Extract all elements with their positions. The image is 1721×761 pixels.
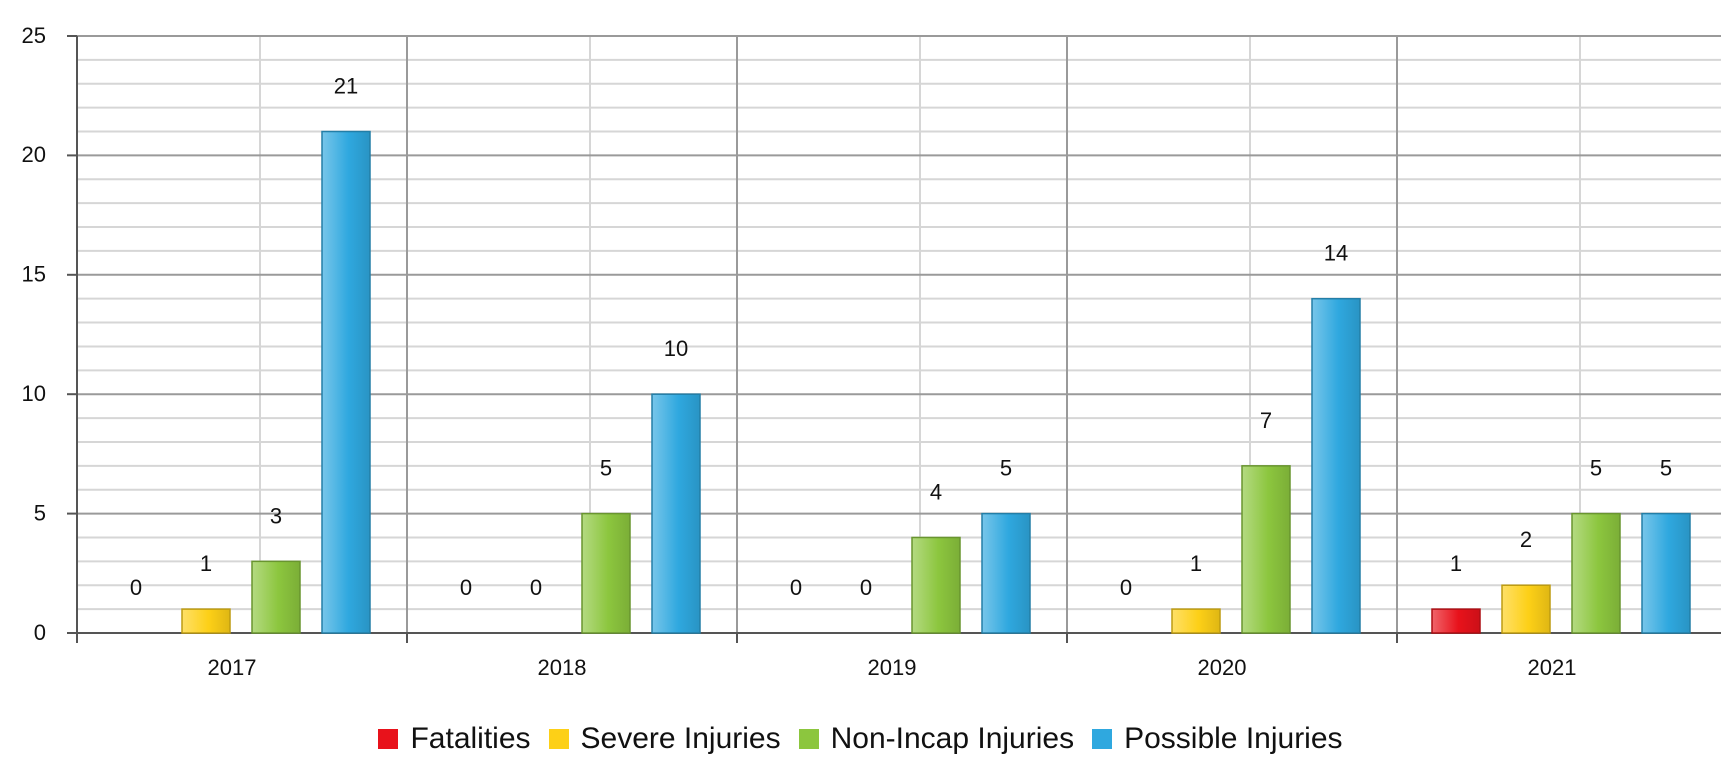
data-label: 0 (790, 575, 802, 600)
data-label: 0 (530, 575, 542, 600)
data-label: 14 (1324, 241, 1348, 266)
data-label: 5 (1590, 456, 1602, 481)
data-label: 21 (334, 74, 358, 99)
bar (911, 536, 961, 634)
bar (1571, 512, 1621, 634)
y-tick-label: 0 (34, 620, 46, 645)
bar (1311, 297, 1361, 634)
data-label: 4 (930, 479, 942, 504)
legend-item: Non-Incap Injuries (798, 722, 1075, 756)
legend-label: Fatalities (410, 722, 531, 755)
legend-swatch (798, 729, 819, 749)
bars (181, 130, 1691, 634)
bar (1241, 465, 1291, 634)
legend-swatch (378, 729, 399, 749)
x-tick-label: 2019 (868, 655, 917, 680)
y-tick-label: 25 (22, 23, 46, 48)
data-label: 5 (1660, 456, 1672, 481)
data-label: 7 (1260, 408, 1272, 433)
legend-label: Severe Injuries (580, 722, 781, 755)
data-label: 10 (664, 336, 688, 361)
x-tick-label: 2020 (1198, 655, 1247, 680)
data-label: 0 (130, 575, 142, 600)
bar (981, 512, 1031, 634)
bar (251, 560, 301, 634)
legend-item: Fatalities (378, 722, 531, 756)
data-label: 0 (460, 575, 472, 600)
y-tick-label: 15 (22, 262, 46, 287)
bar (581, 512, 631, 634)
x-tick-label: 2017 (208, 655, 257, 680)
bar (321, 130, 371, 634)
data-label: 1 (200, 551, 212, 576)
data-label: 5 (600, 456, 612, 481)
legend-item: Severe Injuries (548, 722, 781, 756)
data-label: 5 (1000, 456, 1012, 481)
bar (1501, 584, 1551, 634)
data-label: 0 (860, 575, 872, 600)
y-tick-label: 20 (22, 142, 46, 167)
axes (67, 35, 1721, 643)
data-label: 1 (1190, 551, 1202, 576)
bar (1171, 608, 1221, 634)
legend-label: Non-Incap Injuries (830, 722, 1075, 755)
data-label: 1 (1450, 551, 1462, 576)
data-label: 3 (270, 503, 282, 528)
data-label: 0 (1120, 575, 1132, 600)
x-tick-label: 2018 (538, 655, 587, 680)
legend: Fatalities Severe Injuries Non-Incap Injur… (0, 722, 1721, 756)
bar (1641, 512, 1691, 634)
legend-label: Possible Injuries (1124, 722, 1343, 755)
data-labels: 0 1 3 21 0 0 5 10 0 0 4 5 0 1 7 14 1 2 5 5 (130, 74, 1672, 600)
y-tick-label: 10 (22, 381, 46, 406)
x-tick-label: 2021 (1528, 655, 1577, 680)
bar (1431, 608, 1481, 634)
legend-item: Possible Injuries (1092, 722, 1343, 756)
data-label: 2 (1520, 527, 1532, 552)
y-tick-label: 5 (34, 500, 46, 525)
legend-swatch (1092, 729, 1113, 749)
legend-swatch (548, 729, 569, 749)
bar (181, 608, 231, 634)
bar (651, 393, 701, 634)
